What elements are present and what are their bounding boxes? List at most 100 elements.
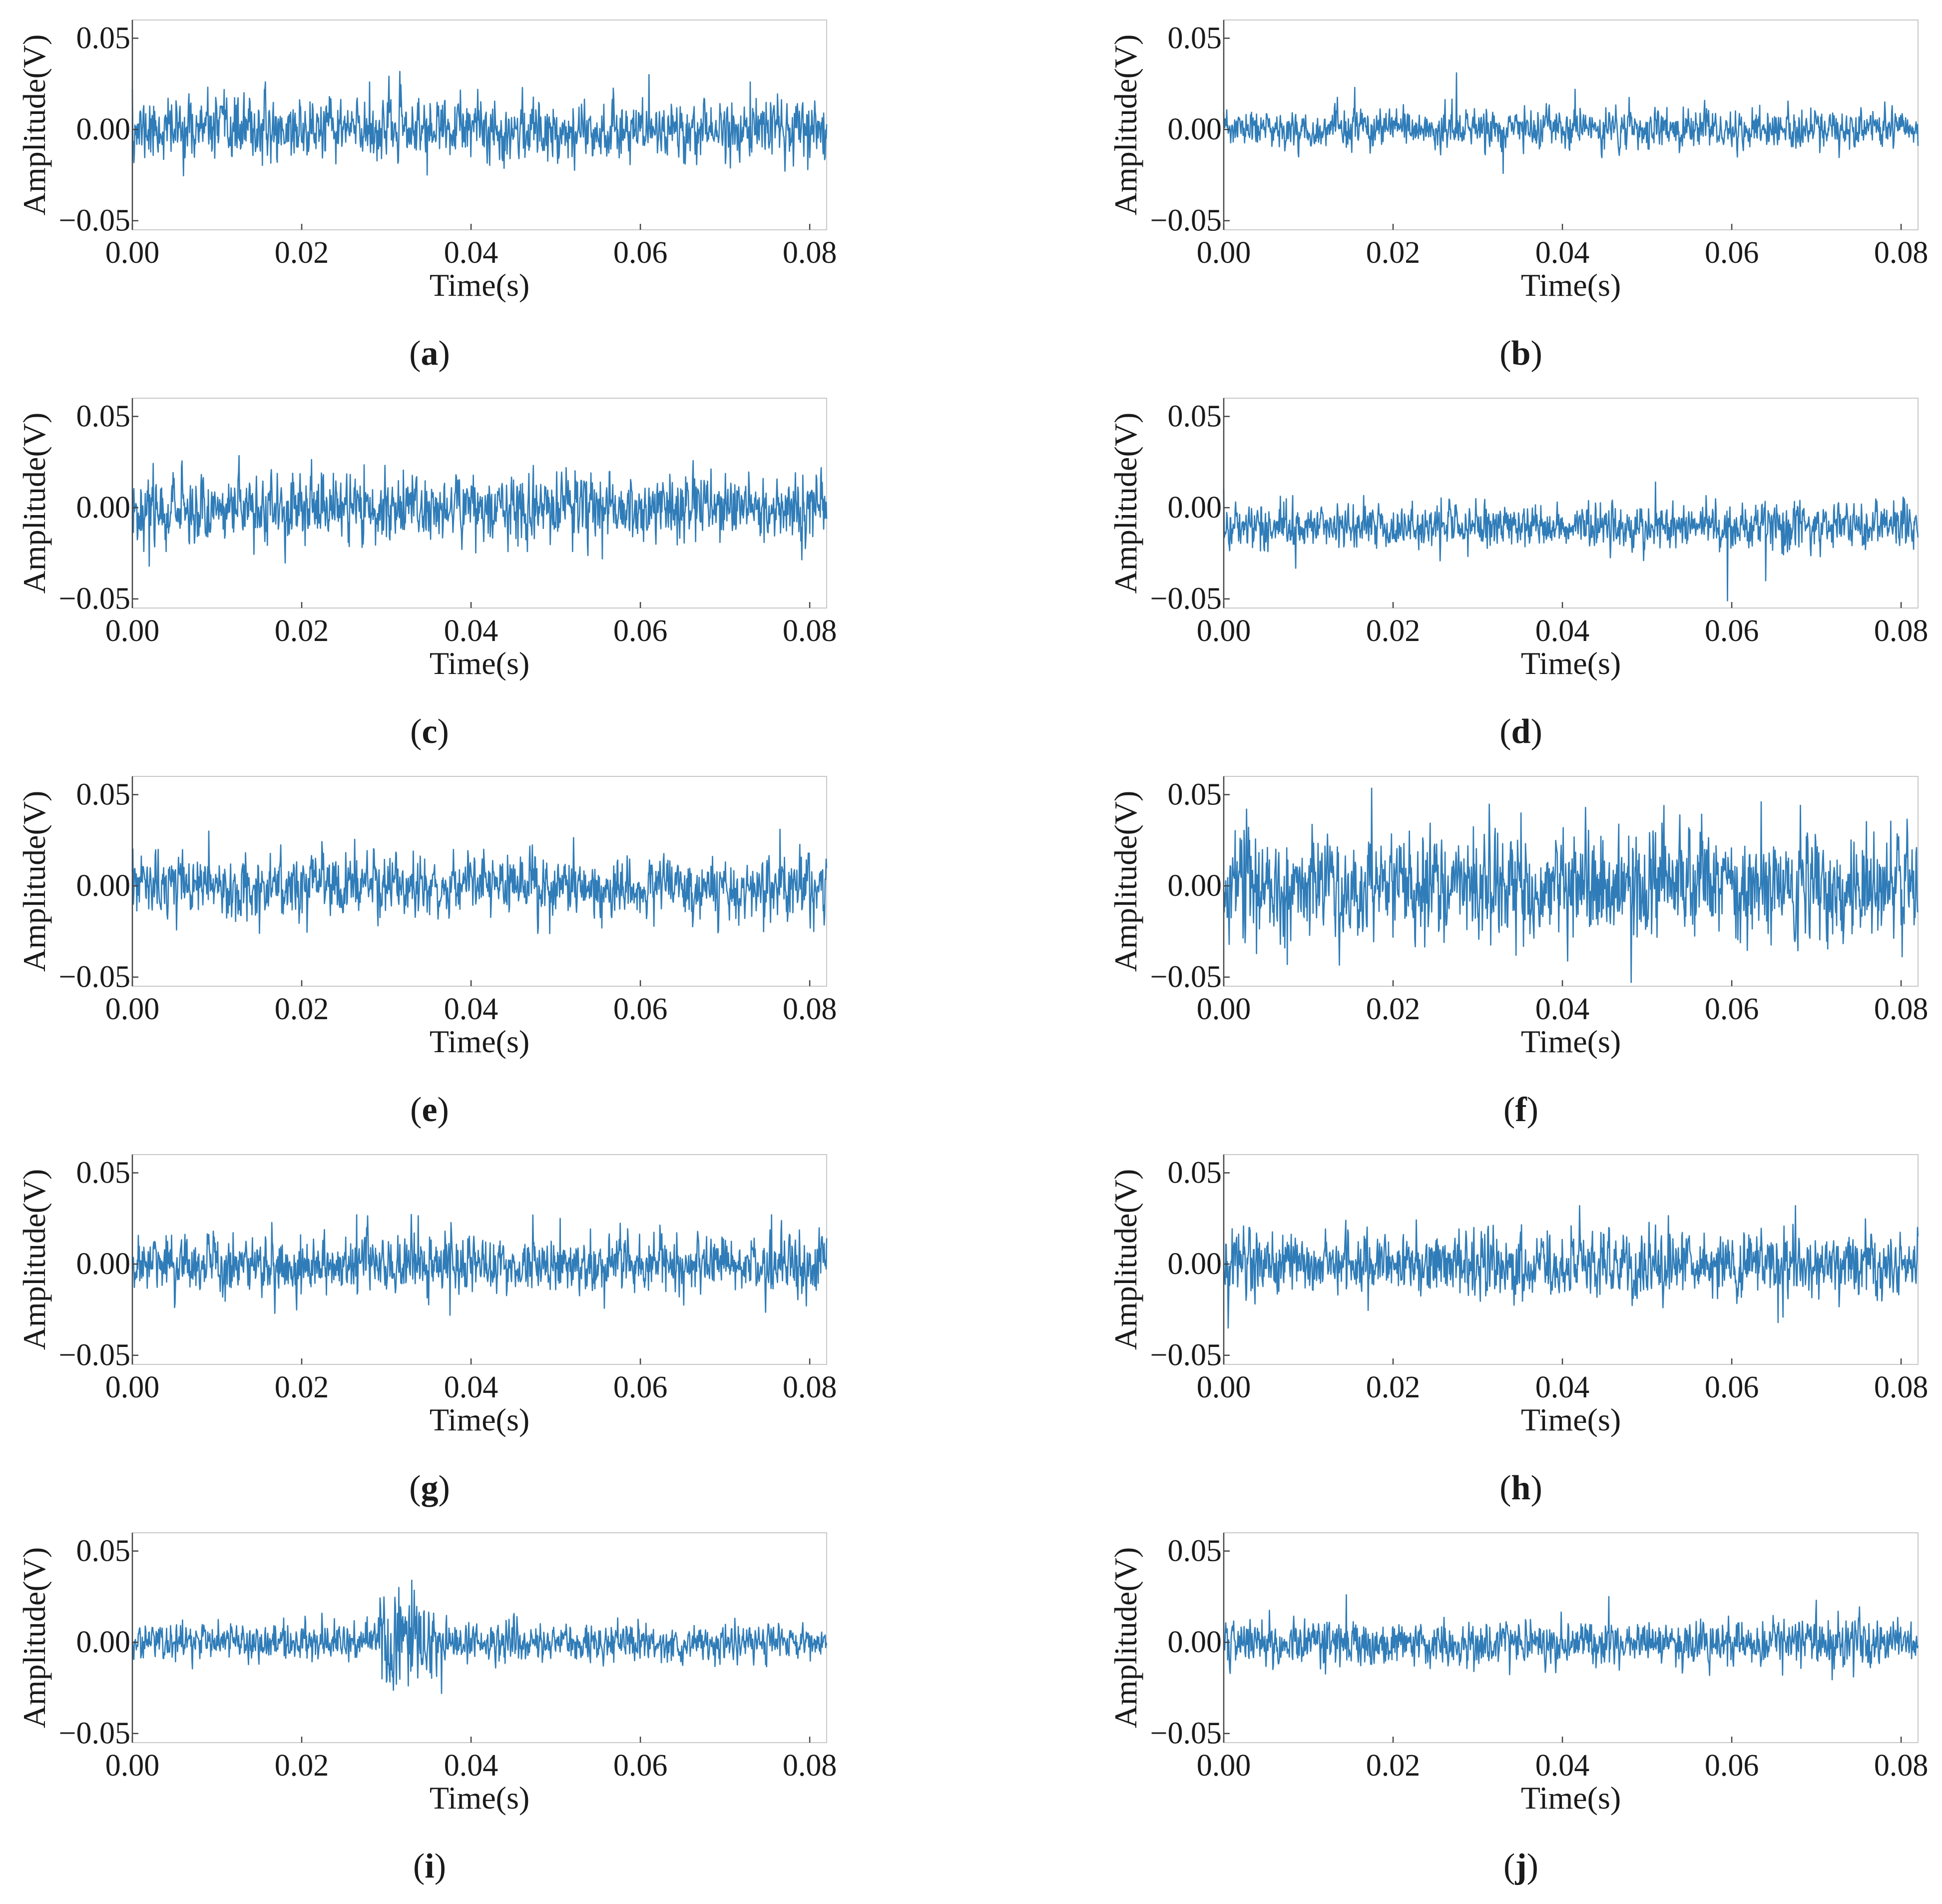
x-tick-label: 0.06: [1705, 992, 1759, 1026]
y-tick-label: −0.05: [1150, 1717, 1222, 1751]
signal-line: [131, 455, 828, 567]
y-axis-title: Amplitude(V): [1108, 791, 1143, 972]
x-axis-title: Time(s): [1521, 645, 1621, 681]
y-tick-label: 0.05: [76, 1534, 131, 1568]
x-axis-title: Time(s): [430, 1402, 529, 1437]
panel-letter: a: [421, 334, 439, 373]
panel-letter: b: [1511, 334, 1531, 373]
x-tick-label: 0.04: [1535, 614, 1590, 648]
panel-g: −0.050.000.050.00 0.02 0.04 0.06 0.08Time(s)…: [16, 1154, 837, 1507]
signal-line: [1223, 787, 1919, 983]
x-tick-label: 0.08: [1874, 236, 1929, 270]
panel-caption: (h): [1499, 1469, 1542, 1507]
y-tick-label: 0.00: [1168, 869, 1222, 903]
panel-f: −0.050.000.050.00 0.02 0.04 0.06 0.08Time(s)…: [1108, 776, 1928, 1129]
panel-letter: g: [421, 1469, 439, 1507]
panel-d: −0.050.000.050.00 0.02 0.04 0.06 0.08Time(s)…: [1108, 398, 1928, 751]
panel-letter: h: [1511, 1469, 1531, 1507]
x-tick-label: 0.00: [105, 992, 160, 1026]
panel-c: −0.050.000.050.00 0.02 0.04 0.06 0.08Time(s)…: [16, 398, 837, 751]
panel-letter: f: [1515, 1091, 1527, 1129]
y-tick-label: −0.05: [59, 582, 130, 616]
panel-letter: c: [422, 712, 437, 751]
x-tick-label: 0.06: [613, 614, 668, 648]
y-tick-label: 0.00: [1168, 491, 1222, 525]
x-tick-label: 0.06: [613, 992, 668, 1026]
y-tick-label: −0.05: [59, 1717, 130, 1751]
y-tick-label: −0.05: [1150, 204, 1222, 238]
signal-line: [131, 1214, 828, 1316]
x-tick-label: 0.00: [105, 236, 160, 270]
x-tick-label: 0.08: [1874, 614, 1929, 648]
signal-line: [131, 1579, 828, 1694]
panel-caption: (f): [1503, 1091, 1538, 1129]
panel-letter: i: [425, 1847, 434, 1886]
x-tick-label: 0.00: [1197, 614, 1251, 648]
y-axis-title: Amplitude(V): [1108, 413, 1143, 594]
y-axis-title: Amplitude(V): [16, 413, 52, 594]
x-tick-label: 0.06: [1705, 614, 1759, 648]
y-tick-label: 0.05: [1168, 778, 1222, 812]
x-tick-label: 0.06: [1705, 1370, 1759, 1404]
y-axis-title: Amplitude(V): [1108, 34, 1143, 216]
x-axis-title: Time(s): [1521, 1024, 1621, 1059]
y-tick-label: 0.05: [1168, 21, 1222, 55]
y-tick-label: 0.00: [76, 869, 131, 903]
x-tick-label: 0.04: [1535, 1749, 1590, 1783]
x-axis-title: Time(s): [430, 267, 529, 303]
y-tick-label: −0.05: [59, 204, 130, 238]
panel-caption: (e): [410, 1091, 449, 1129]
panel-a: −0.050.000.050.00 0.02 0.04 0.06 0.08Time(s)…: [16, 19, 837, 373]
x-tick-label: 0.06: [1705, 236, 1759, 270]
y-tick-label: 0.00: [1168, 1247, 1222, 1281]
x-tick-label: 0.02: [1366, 614, 1421, 648]
x-axis-title: Time(s): [1521, 1780, 1621, 1816]
x-tick-label: 0.00: [1197, 1749, 1251, 1783]
y-tick-label: 0.05: [76, 400, 131, 434]
plot-frame: [1223, 398, 1919, 609]
signal-line: [1223, 481, 1919, 602]
x-tick-label: 0.02: [275, 614, 329, 648]
x-tick-label: 0.04: [1535, 1370, 1590, 1404]
y-tick-label: 0.05: [1168, 400, 1222, 434]
x-tick-label: 0.06: [1705, 1749, 1759, 1783]
y-tick-label: −0.05: [59, 1338, 130, 1372]
x-tick-label: 0.06: [613, 1749, 668, 1783]
x-tick-label: 0.04: [444, 236, 498, 270]
x-axis-title: Time(s): [1521, 267, 1621, 303]
y-tick-label: 0.05: [1168, 1156, 1222, 1190]
signal-line: [1223, 1594, 1919, 1681]
y-tick-label: 0.00: [1168, 1625, 1222, 1659]
panel-b: −0.050.000.050.00 0.02 0.04 0.06 0.08Time(s)…: [1108, 19, 1929, 373]
panel-caption: (a): [409, 334, 450, 373]
panel-caption: (d): [1499, 712, 1542, 751]
x-tick-label: 0.08: [783, 992, 837, 1026]
signal-line: [1223, 72, 1919, 174]
panel-caption: (j): [1503, 1847, 1538, 1886]
x-tick-label: 0.00: [1197, 236, 1251, 270]
y-tick-label: −0.05: [1150, 960, 1222, 994]
x-tick-label: 0.02: [1366, 992, 1421, 1026]
y-tick-label: 0.05: [76, 778, 131, 812]
x-tick-label: 0.08: [783, 1749, 837, 1783]
y-tick-label: 0.00: [76, 491, 131, 525]
y-tick-label: 0.00: [1168, 112, 1222, 146]
x-tick-label: 0.04: [444, 614, 498, 648]
y-axis-title: Amplitude(V): [1108, 1169, 1143, 1350]
x-tick-label: 0.08: [783, 1370, 837, 1404]
x-tick-label: 0.02: [1366, 1370, 1421, 1404]
panel-caption: (b): [1499, 334, 1542, 373]
y-axis-title: Amplitude(V): [16, 1547, 52, 1729]
signal-line: [131, 828, 828, 934]
panel-h: −0.050.000.050.00 0.02 0.04 0.06 0.08Time(s)…: [1108, 1154, 1929, 1507]
y-axis-title: Amplitude(V): [1108, 1547, 1143, 1729]
x-tick-label: 0.08: [1874, 1370, 1929, 1404]
x-tick-label: 0.02: [1366, 1749, 1421, 1783]
x-tick-label: 0.00: [105, 614, 160, 648]
y-tick-label: 0.00: [76, 1625, 131, 1659]
x-tick-label: 0.02: [275, 1370, 329, 1404]
y-tick-label: −0.05: [1150, 582, 1222, 616]
x-axis-title: Time(s): [1521, 1402, 1621, 1437]
y-axis-title: Amplitude(V): [16, 34, 52, 216]
y-axis-title: Amplitude(V): [16, 791, 52, 972]
